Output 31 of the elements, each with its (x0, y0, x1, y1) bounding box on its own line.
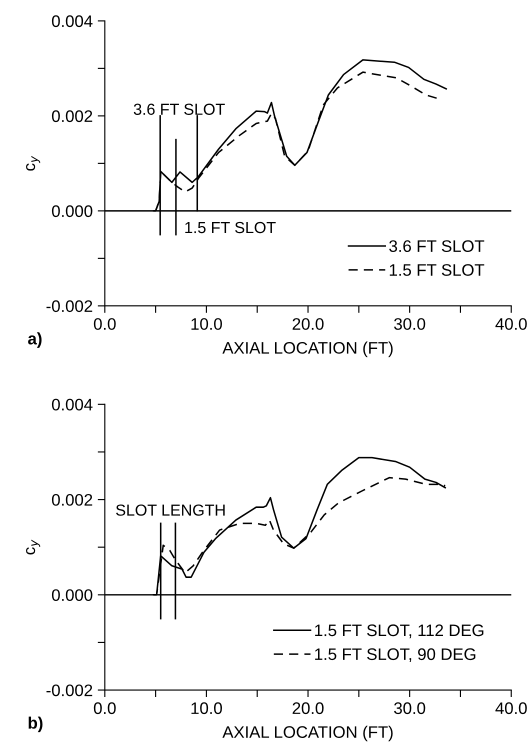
legend-label: 3.6 FT SLOT (389, 240, 484, 252)
annotation: SLOT LENGTH (116, 504, 225, 516)
y-tick-label: 0.002 (52, 110, 92, 122)
y-tick-label: 0.004 (52, 398, 93, 411)
annotation: 1.5 FT SLOT (185, 222, 276, 234)
x-tick-label: 0.0 (94, 318, 116, 330)
y-tick-label: 0.002 (52, 494, 92, 506)
legend-label: 1.5 FT SLOT, 90 DEG (315, 648, 476, 662)
x-tick-label: 0.0 (94, 702, 116, 714)
text: a) (28, 332, 42, 348)
y-tick-label: -0.002 (46, 684, 92, 696)
y-tick-label: 0.000 (52, 589, 92, 602)
y-axis-title: c$_{y}$ (26, 156, 40, 171)
x-tick-label: 30.0 (394, 702, 426, 714)
x-tick-label: 10.0 (191, 318, 222, 330)
x-tick-label: 20.0 (292, 318, 324, 330)
text: b) (28, 716, 42, 732)
y-tick-label: -0.002 (46, 300, 92, 312)
legend-label: 1.5 FT SLOT, 112 DEG (315, 624, 484, 638)
x-tick-label: 40.0 (495, 702, 527, 714)
x-tick-label: 40.0 (495, 318, 527, 330)
x-tick-label: 30.0 (394, 318, 426, 330)
x-axis-title: AXIAL LOCATION (FT) (222, 342, 393, 358)
annotation: 3.6 FT SLOT (134, 104, 225, 115)
x-tick-label: 20.0 (292, 702, 324, 714)
legend-label: 1.5 FT SLOT (390, 264, 484, 276)
y-tick-label: 0.000 (52, 205, 92, 218)
x-axis-title: AXIAL LOCATION (FT) (222, 726, 393, 742)
y-axis-title: c$_{y}$ (26, 540, 40, 554)
y-tick-label: 0.004 (52, 15, 93, 28)
x-tick-label: 10.0 (191, 702, 222, 714)
